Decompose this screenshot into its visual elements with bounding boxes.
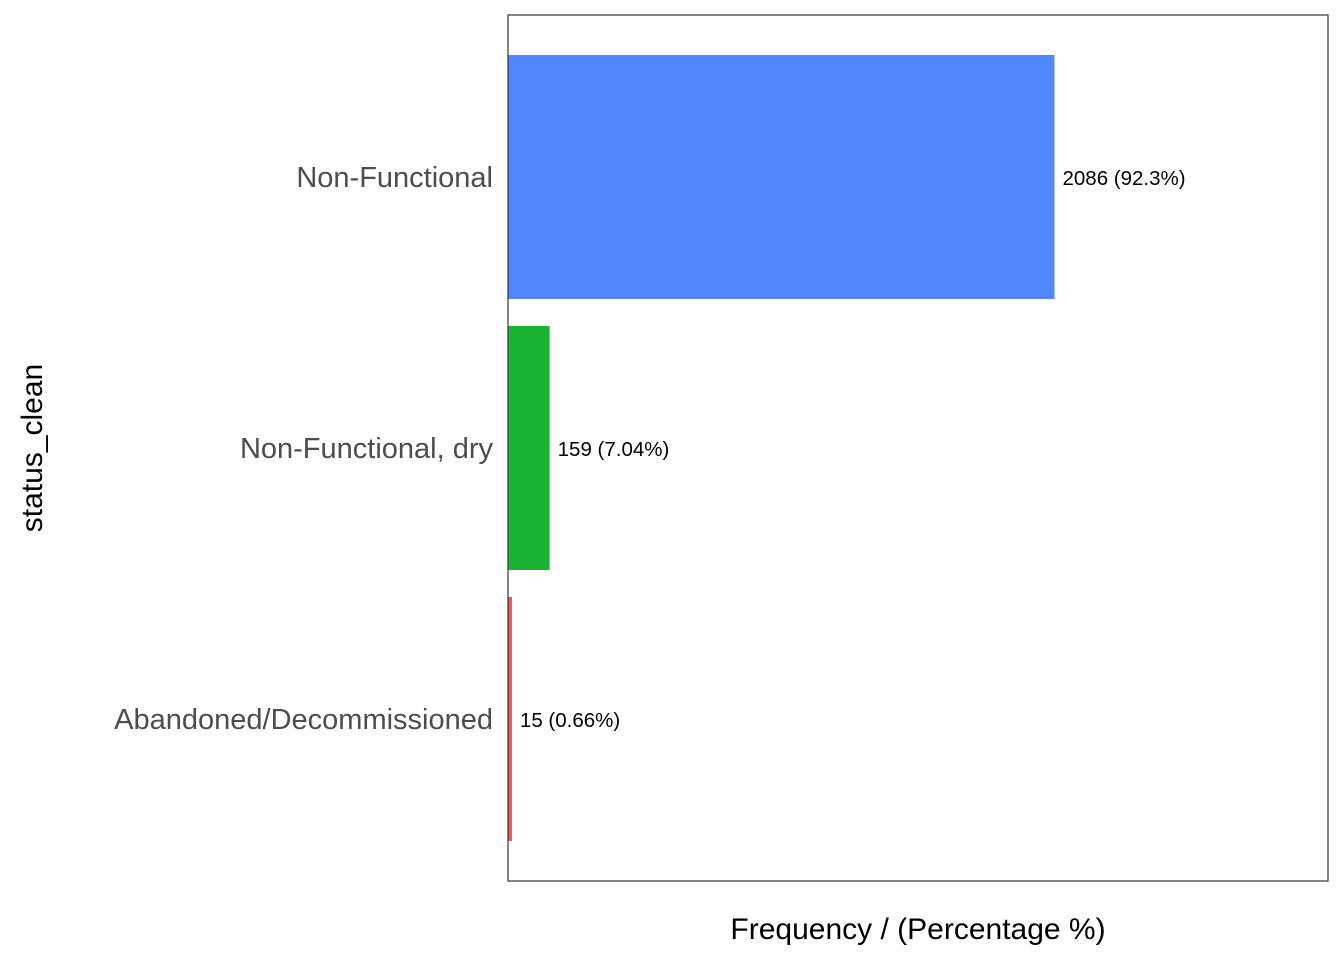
bar-value-label: 159 (7.04%) <box>558 438 670 461</box>
y-tick-labels: Non-Functional Non-Functional, dry Abandon… <box>114 162 493 736</box>
y-tick-label: Non-Functional <box>296 162 493 194</box>
x-axis-title: Frequency / (Percentage %) <box>730 913 1105 946</box>
bar <box>508 326 550 570</box>
bar <box>508 597 512 841</box>
bar-value-label: 2086 (92.3%) <box>1062 167 1185 190</box>
y-tick-label: Non-Functional, dry <box>240 433 494 465</box>
y-tick-label: Abandoned/Decommissioned <box>114 704 493 736</box>
plot-panel-border <box>507 14 1329 882</box>
bars-layer <box>508 55 1055 841</box>
y-axis-title: status_clean <box>16 364 49 532</box>
data-labels: 2086 (92.3%) 159 (7.04%) 15 (0.66%) <box>520 167 1186 732</box>
bar <box>508 55 1055 299</box>
bar-value-label: 15 (0.66%) <box>520 709 620 732</box>
